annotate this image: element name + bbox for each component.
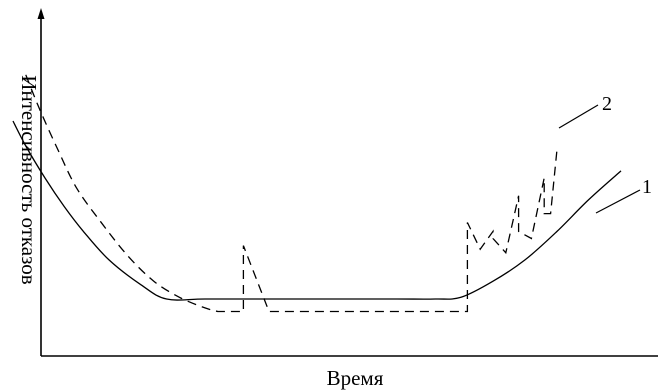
y-axis-arrow [37,8,45,19]
y-axis-label: Интенсивность отказов [17,75,41,284]
leader-line-1 [595,189,641,214]
curve-label-1: 1 [642,176,652,198]
series-line-2 [25,74,558,313]
axes [37,8,658,357]
curve-label-2: 2 [602,93,612,115]
series-line-1 [12,120,622,301]
x-axis-label: Время [327,366,384,390]
leader-line-2 [558,104,599,129]
